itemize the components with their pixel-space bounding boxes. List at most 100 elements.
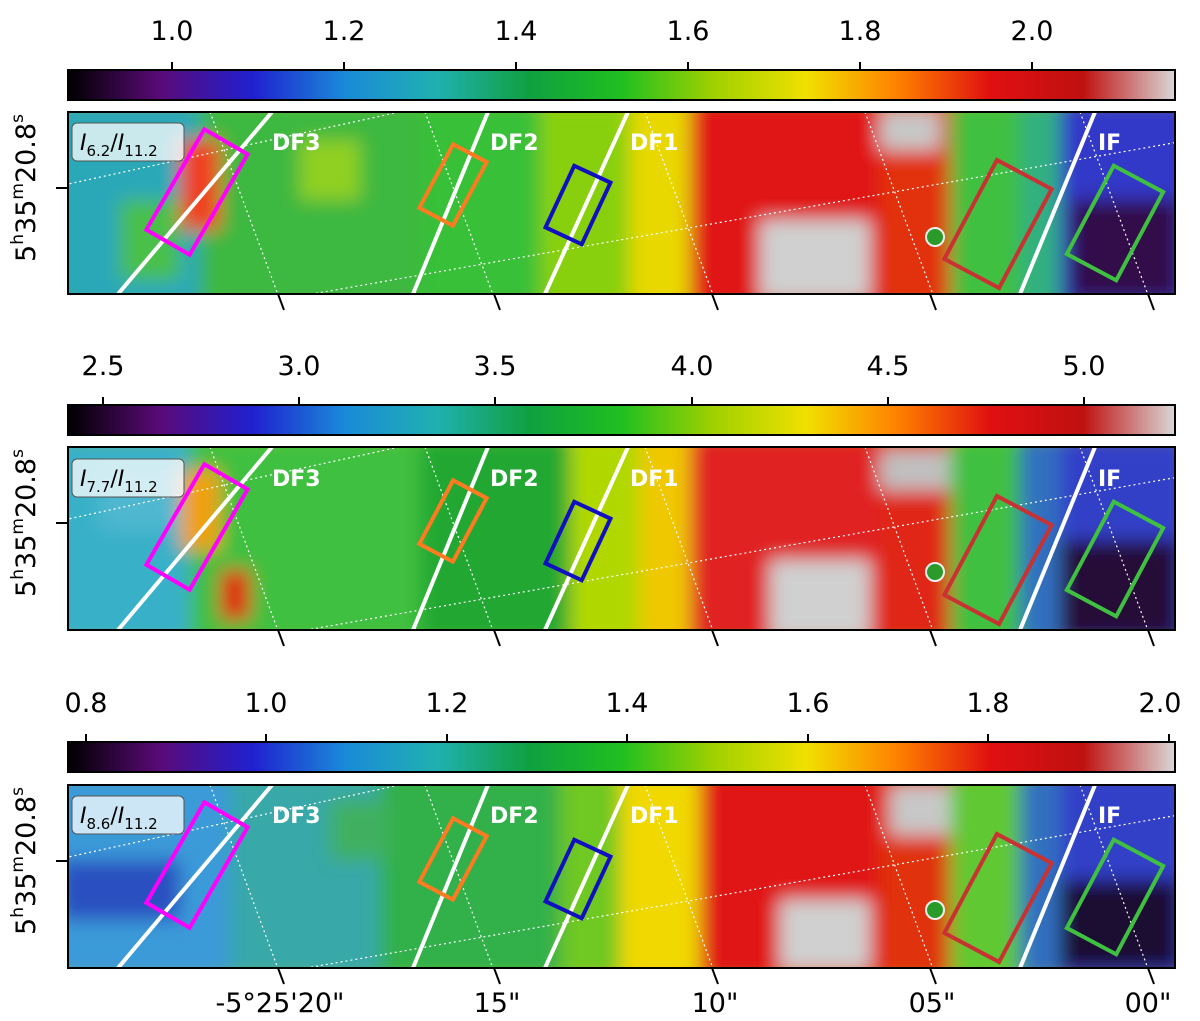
region-box-df2: [416, 815, 490, 903]
map-86: [68, 785, 1175, 968]
colorbar-86-bar: [67, 741, 1176, 773]
cbar-62-tick-label: 1.4: [495, 16, 538, 47]
front-lines-62: [116, 112, 1097, 294]
front-label-if: IF: [1098, 131, 1121, 156]
front-lines-77: [116, 447, 1097, 630]
colorbar-77: 2.5 3.0 3.5 4.0 4.5 5.0: [67, 351, 1176, 436]
front-labels-62: DF3 DF2 DF1 IF: [272, 131, 1121, 156]
grid-lines-86: [68, 785, 1175, 968]
panel-77-group: 2.5 3.0 3.5 4.0 4.5 5.0: [8, 351, 1176, 647]
svg-text:5h35m20.8s: 5h35m20.8s: [8, 787, 42, 935]
colorbar-62-ticks: [171, 62, 1033, 70]
dec-tick-label: 00": [1125, 988, 1172, 1019]
front-label-if: IF: [1098, 467, 1121, 492]
regions-86: [143, 799, 1166, 965]
cbar-77-tick-label: 3.0: [278, 351, 321, 382]
cbar-86-tick-label: 1.0: [245, 688, 288, 719]
cbar-86-tick-label: 1.8: [967, 688, 1010, 719]
front-label-df3: DF3: [272, 131, 321, 156]
cbar-77-tick-label: 2.5: [82, 351, 125, 382]
cbar-62-tick-label: 1.2: [323, 16, 366, 47]
region-box-df3: [143, 461, 251, 593]
dec-ticks-62: [277, 293, 1155, 311]
region-box-df1: [542, 163, 614, 247]
cbar-86-tick-label: 1.6: [787, 688, 830, 719]
cbar-62-tick-label: 1.6: [667, 16, 710, 47]
cbar-86-tick-label: 0.8: [65, 688, 108, 719]
region-box-df2: [416, 477, 490, 565]
dec-tick-label: 10": [692, 988, 739, 1019]
panel-label-77: I7.7/I11.2: [71, 458, 185, 498]
front-label-df2: DF2: [490, 467, 539, 492]
dec-tick-label: 05": [909, 988, 956, 1019]
front-label-df3: DF3: [272, 467, 321, 492]
region-box-df1: [542, 837, 614, 921]
region-box-if-left: [941, 831, 1055, 965]
front-labels-77: DF3 DF2 DF1 IF: [272, 467, 1121, 492]
panel-86-group: 0.8 1.0 1.2 1.4 1.6 1.8 2.0: [8, 688, 1181, 985]
regions-77: [143, 461, 1166, 627]
panel-label-62-i: I: [80, 131, 87, 156]
panel-62-group: 1.0 1.2 1.4 1.6 1.8 2.0: [8, 16, 1176, 311]
svg-text:5h35m20.8s: 5h35m20.8s: [8, 449, 42, 597]
colorbar-86: 0.8 1.0 1.2 1.4 1.6 1.8 2.0: [65, 688, 1181, 773]
region-box-if-right: [1064, 837, 1166, 957]
panel-label-86: I8.6/I11.2: [71, 795, 185, 835]
front-label-df1: DF1: [630, 467, 679, 492]
dec-ticks-77: [277, 629, 1155, 647]
bright-knot-62: [925, 227, 945, 247]
dec-tick-label: -5°25'20": [216, 988, 345, 1019]
svg-text:5h35m20.8s: 5h35m20.8s: [8, 114, 42, 262]
svg-text:I7.7/I11.2: I7.7/I11.2: [80, 467, 158, 496]
cbar-62-tick-label: 1.8: [839, 16, 882, 47]
dec-tick-label: 15": [474, 988, 521, 1019]
region-box-df2: [416, 141, 490, 229]
svg-text:I8.6/I11.2: I8.6/I11.2: [80, 804, 158, 833]
cbar-62-tick-label: 2.0: [1011, 16, 1054, 47]
region-box-df3: [143, 799, 251, 931]
colorbar-77-bar: [67, 404, 1176, 436]
cbar-77-tick-label: 5.0: [1063, 351, 1106, 382]
map-77-frame: [67, 446, 1176, 631]
map-62-frame: [67, 111, 1176, 295]
ra-axis-77: 5h35m20.8s: [8, 449, 68, 597]
front-label-df3: DF3: [272, 804, 321, 829]
region-box-df3: [143, 126, 251, 258]
bright-knot-86: [925, 900, 945, 920]
regions-62: [143, 126, 1166, 291]
cbar-77-tick-label: 4.0: [671, 351, 714, 382]
map-62: [68, 112, 1175, 294]
cbar-86-tick-label: 1.2: [426, 688, 469, 719]
cbar-62-tick-label: 1.0: [151, 16, 194, 47]
colorbar-62-bar: [67, 69, 1176, 101]
front-labels-86: DF3 DF2 DF1 IF: [272, 804, 1121, 829]
cbar-77-tick-label: 3.5: [474, 351, 517, 382]
grid-lines-77: [68, 447, 1175, 630]
region-box-if-right: [1064, 499, 1166, 619]
front-label-df2: DF2: [490, 804, 539, 829]
colorbar-62: 1.0 1.2 1.4 1.6 1.8 2.0: [67, 16, 1176, 101]
front-lines-86: [116, 785, 1097, 968]
cbar-86-tick-label: 1.4: [606, 688, 649, 719]
ra-axis-86: 5h35m20.8s: [8, 787, 68, 935]
dec-axis-labels: -5°25'20" 15" 10" 05" 00": [216, 988, 1172, 1019]
bright-knot-77: [925, 562, 945, 582]
front-label-if: IF: [1098, 804, 1121, 829]
region-box-df1: [542, 499, 614, 583]
cbar-77-tick-label: 4.5: [867, 351, 910, 382]
colorbar-86-ticks: [85, 734, 1170, 742]
front-label-df2: DF2: [490, 131, 539, 156]
map-86-frame: [67, 784, 1176, 969]
dec-ticks-86: [277, 967, 1155, 985]
region-box-if-right: [1064, 163, 1166, 283]
ra-axis-62: 5h35m20.8s: [8, 114, 68, 262]
colorbar-77-ticks: [102, 397, 1085, 405]
grid-lines-62: [68, 112, 1175, 294]
front-label-df1: DF1: [630, 131, 679, 156]
svg-text:I6.2/I11.2: I6.2/I11.2: [80, 131, 158, 160]
front-label-df1: DF1: [630, 804, 679, 829]
panel-label-62: I6.2/I11.2: [71, 122, 185, 162]
region-box-if-left: [941, 157, 1055, 291]
map-77: [68, 447, 1175, 630]
